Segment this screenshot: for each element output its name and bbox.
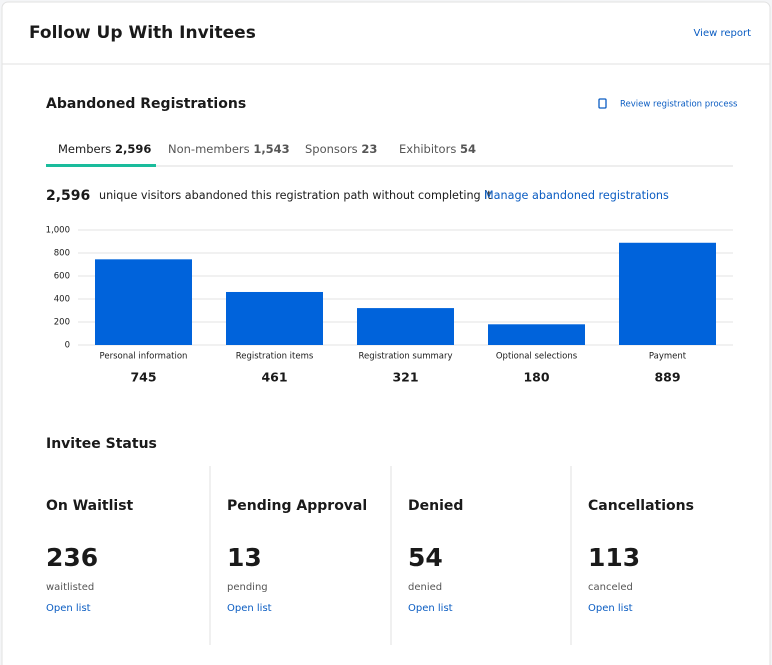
open-list-link[interactable]: Open list [46, 603, 91, 614]
x-tick-label: Personal information [100, 352, 188, 362]
status-title: Cancellations [588, 498, 694, 514]
value-label: 889 [654, 370, 680, 385]
status-count: 13 [227, 543, 262, 572]
bar [95, 259, 192, 345]
status-count: 236 [46, 543, 98, 572]
status-title: Denied [408, 498, 463, 514]
view-report-link[interactable]: View report [694, 28, 752, 39]
summary-text: unique visitors abandoned this registrat… [99, 189, 492, 202]
status-count: 54 [408, 543, 443, 572]
status-unit: waitlisted [46, 582, 94, 593]
value-label: 745 [130, 370, 156, 385]
summary-count: 2,596 [46, 188, 90, 204]
x-tick-label: Payment [649, 352, 687, 362]
x-tick-label: Optional selections [496, 352, 578, 362]
y-tick-label: 800 [54, 249, 70, 259]
y-tick-label: 1,000 [46, 226, 70, 236]
chart: 0 200 400 600 800 1,000 Personal information 74… [46, 226, 733, 385]
section-title: Abandoned Registrations [46, 96, 246, 112]
section-title: Invitee Status [46, 436, 157, 452]
review-link[interactable]: Review registration process [620, 100, 738, 110]
value-label: 321 [392, 370, 418, 385]
open-list-link[interactable]: Open list [408, 603, 453, 614]
page-title: Follow Up With Invitees [29, 23, 256, 43]
y-tick-label: 0 [65, 341, 70, 351]
value-label: 461 [261, 370, 287, 385]
bar [226, 291, 323, 345]
bar [488, 324, 585, 345]
y-tick-label: 600 [54, 272, 70, 282]
status-unit: canceled [588, 582, 633, 593]
manage-link[interactable]: Manage abandoned registrations [484, 189, 669, 202]
tab-count: 1,543 [253, 142, 289, 156]
tab-label: Exhibitors [399, 142, 456, 156]
x-tick-label: Registration summary [358, 352, 452, 362]
x-tick-label: Registration items [236, 352, 314, 362]
y-tick-label: 200 [54, 318, 70, 328]
open-list-link[interactable]: Open list [588, 603, 633, 614]
tab[interactable]: Sponsors 23 [305, 142, 377, 156]
open-list-link[interactable]: Open list [227, 603, 272, 614]
value-label: 180 [523, 370, 549, 385]
tab-label: Members [58, 142, 111, 156]
tab[interactable]: Members 2,596 [58, 142, 151, 156]
tab-count: 23 [361, 142, 377, 156]
tab[interactable]: Non-members 1,543 [168, 142, 290, 156]
status-cards: On Waitlist 236 waitlisted Open list Pending… [46, 466, 694, 645]
status-unit: denied [408, 582, 442, 593]
bar [619, 242, 716, 345]
status-unit: pending [227, 582, 268, 593]
status-title: Pending Approval [227, 498, 367, 514]
status-title: On Waitlist [46, 498, 134, 514]
tab-label: Sponsors [305, 142, 358, 156]
tab[interactable]: Exhibitors 54 [399, 142, 476, 156]
status-count: 113 [588, 543, 640, 572]
tab-label: Non-members [168, 142, 250, 156]
tab-count: 54 [460, 142, 476, 156]
review-icon [598, 98, 607, 109]
tab-count: 2,596 [115, 142, 151, 156]
bar [357, 308, 454, 345]
y-tick-label: 400 [54, 295, 70, 305]
active-tab-indicator [46, 164, 156, 167]
